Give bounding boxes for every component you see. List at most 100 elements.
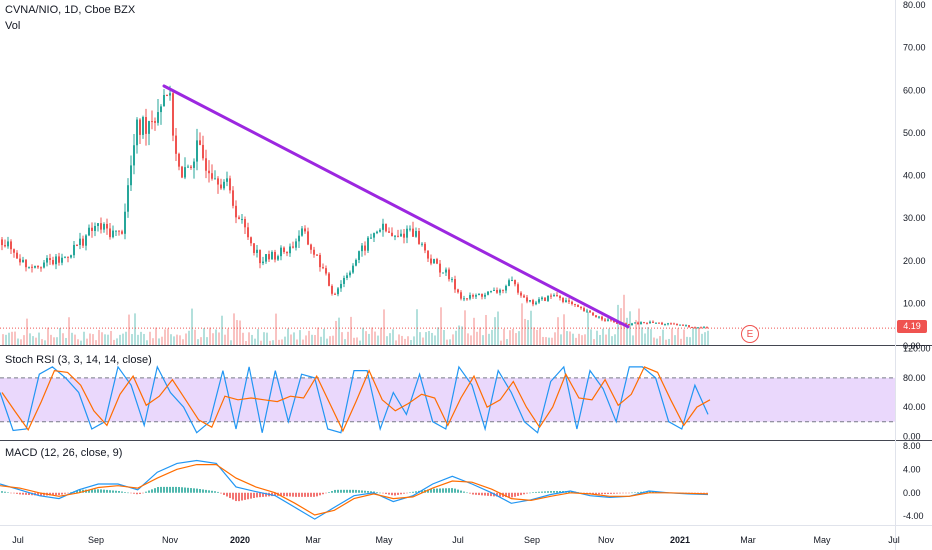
volume-bar: [434, 335, 436, 345]
macd-histogram-bar: [307, 492, 309, 497]
volume-bar: [209, 327, 211, 345]
volume-bar: [515, 333, 517, 345]
macd-histogram-bar: [112, 490, 114, 493]
volume-bar: [407, 336, 409, 345]
macd-histogram-bar: [505, 492, 507, 498]
volume-bar: [461, 326, 463, 345]
candle-body: [343, 278, 345, 284]
candle-body: [217, 178, 219, 185]
macd-histogram-bar: [382, 492, 384, 494]
macd-histogram-bar: [412, 491, 414, 493]
x-tick-label: 2020: [230, 535, 250, 545]
volume-bar: [569, 331, 571, 345]
price-tick-label: 30.00: [903, 213, 926, 223]
candle-body: [388, 231, 390, 233]
candle-body: [244, 219, 246, 228]
volume-bar: [287, 328, 289, 345]
candle-body: [127, 185, 129, 212]
macd-histogram-bar: [106, 489, 108, 493]
candle-body: [178, 153, 180, 167]
macd-histogram-bar: [37, 492, 39, 496]
volume-bar: [533, 327, 535, 345]
candle-body: [577, 304, 579, 307]
macd-histogram-bar: [88, 489, 90, 493]
macd-histogram-bar: [472, 492, 474, 495]
volume-bar: [116, 338, 118, 345]
volume-bar: [203, 328, 205, 345]
volume-bar: [161, 336, 163, 345]
volume-bar: [95, 340, 97, 345]
macd-histogram-bar: [313, 492, 315, 497]
candle-body: [94, 225, 96, 231]
macd-histogram-bar: [508, 492, 510, 498]
macd-histogram-bar: [154, 488, 156, 493]
macd-histogram-bar: [619, 492, 621, 494]
volume-bar: [557, 317, 559, 345]
volume-bar: [596, 330, 598, 345]
candle-body: [580, 306, 582, 309]
candle-body: [352, 265, 354, 273]
candle-body: [421, 243, 423, 245]
volume-bar: [668, 338, 670, 345]
macd-histogram-bar: [97, 489, 99, 493]
macd-histogram-bar: [40, 492, 42, 496]
volume-bar: [602, 328, 604, 345]
macd-signal-line: [0, 464, 709, 516]
volume-bar: [110, 330, 112, 345]
candle-body: [121, 231, 123, 234]
earnings-marker[interactable]: E: [741, 325, 759, 343]
candle-body: [415, 231, 417, 237]
volume-bar: [62, 333, 64, 345]
macd-histogram-bar: [538, 491, 540, 493]
candle-body: [64, 256, 66, 258]
macd-histogram-bar: [199, 489, 201, 493]
volume-bar: [365, 331, 367, 345]
macd-histogram-bar: [361, 490, 363, 493]
volume-bar: [509, 330, 511, 345]
volume-bar: [113, 339, 115, 345]
macd-histogram-bar: [469, 492, 471, 494]
macd-histogram-bar: [640, 491, 642, 493]
candle-body: [694, 327, 696, 329]
volume-bar: [308, 330, 310, 345]
macd-histogram-bar: [445, 488, 447, 493]
macd-histogram-bar: [130, 492, 132, 494]
candle-body: [691, 326, 693, 328]
volume-bar: [536, 329, 538, 345]
candle-body: [367, 237, 369, 251]
macd-histogram-bar: [121, 491, 123, 493]
macd-histogram-bar: [286, 492, 288, 497]
macd-histogram-bar: [379, 492, 381, 494]
candle-body: [97, 223, 99, 226]
volume-bar: [575, 337, 577, 345]
macd-histogram-bar: [607, 492, 609, 495]
candle-body: [310, 244, 312, 250]
candle-body: [517, 284, 519, 293]
volume-bar: [23, 335, 25, 345]
macd-histogram-bar: [343, 489, 345, 493]
macd-histogram-bar: [601, 492, 603, 495]
candle-body: [292, 246, 294, 248]
candle-body: [703, 327, 705, 329]
stoch-d-line: [1, 366, 711, 433]
macd-histogram-bar: [220, 492, 222, 494]
volume-bar: [518, 331, 520, 345]
macd-histogram-bar: [25, 492, 27, 495]
volume-bar: [260, 340, 262, 345]
candle-body: [223, 181, 225, 189]
candle-body: [625, 323, 627, 325]
volume-bar: [212, 333, 214, 345]
candle-body: [637, 322, 639, 325]
volume-bar: [5, 334, 7, 345]
candle-body: [319, 254, 321, 268]
volume-bar: [392, 329, 394, 345]
candle-body: [208, 170, 210, 174]
candle-body: [700, 327, 702, 329]
volume-bar: [326, 338, 328, 345]
volume-bar: [578, 333, 580, 345]
macd-histogram-bar: [58, 492, 60, 496]
x-tick-label: Mar: [740, 535, 756, 545]
macd-histogram-bar: [523, 492, 525, 495]
macd-histogram-bar: [541, 491, 543, 493]
